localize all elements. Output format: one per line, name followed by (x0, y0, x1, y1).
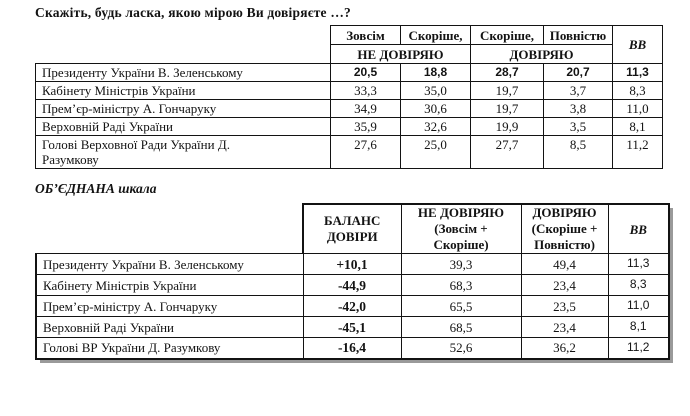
distrust-cell: 68,3 (400, 274, 522, 296)
empty-corner-cell (35, 25, 331, 64)
value-cell: 35,0 (400, 81, 471, 100)
vv-cell: 8,3 (612, 81, 663, 100)
trust-cell: 23,5 (520, 295, 609, 317)
header-cell-povnistyu: Повністю (543, 25, 613, 45)
vv-cell: 11,0 (612, 99, 663, 118)
value-cell: 20,7 (543, 63, 613, 82)
balance-cell: -42,0 (302, 295, 402, 317)
distrust-cell: 52,6 (400, 337, 522, 360)
table-row: Кабінету Міністрів України 33,3 35,0 19,… (35, 81, 663, 100)
table-row: Верховній Раді України 35,9 32,6 19,9 3,… (35, 117, 663, 136)
header-cell-trust: ДОВІРЯЮ (Скоріше + Повністю) (520, 203, 609, 254)
header-cell-skorishe-ne: Скоріше, (400, 25, 471, 45)
header-cell-balance: БАЛАНС ДОВІРИ (302, 203, 402, 254)
label-cell: Верховній Раді України (35, 117, 331, 136)
value-cell: 34,9 (330, 99, 401, 118)
label-cell: Прем’єр-міністру А. Гончаруку (35, 99, 331, 118)
value-cell: 8,5 (543, 135, 613, 169)
distrust-cell: 65,5 (400, 295, 522, 317)
value-cell: 32,6 (400, 117, 471, 136)
balance-cell: -45,1 (302, 316, 402, 338)
vv-cell: 11,2 (607, 337, 670, 360)
label-cell: Кабінету Міністрів України (35, 81, 331, 100)
header-cell-zovsim: Зовсім (330, 25, 401, 45)
trust-cell: 23,4 (520, 316, 609, 338)
value-cell: 33,3 (330, 81, 401, 100)
value-cell: 18,8 (400, 63, 471, 82)
label-cell: Кабінету Міністрів України (35, 274, 304, 296)
table-row: Кабінету Міністрів України -44,9 68,3 23… (35, 274, 670, 296)
table-row: Верховній Раді України -45,1 68,5 23,4 8… (35, 316, 670, 338)
trust-cell: 23,4 (520, 274, 609, 296)
vv-cell: 11,3 (612, 63, 663, 82)
value-cell: 3,7 (543, 81, 613, 100)
label-cell: Президенту України В. Зеленському (35, 63, 331, 82)
combined-scale-heading: ОБ’ЄДНАНА шкала (35, 181, 157, 196)
value-cell: 19,7 (470, 81, 544, 100)
value-cell: 30,6 (400, 99, 471, 118)
value-cell: 27,6 (330, 135, 401, 169)
balance-cell: +10,1 (302, 253, 402, 275)
value-cell: 28,7 (470, 63, 544, 82)
value-cell: 35,9 (330, 117, 401, 136)
value-cell: 20,5 (330, 63, 401, 82)
vv-cell: 11,3 (607, 253, 670, 275)
header-cell-skorishe-do: Скоріше, (470, 25, 544, 45)
combined-scale-table: БАЛАНС ДОВІРИ НЕ ДОВІРЯЮ (Зовсім + Скорі… (35, 203, 670, 360)
label-cell: Голові Верховної Ради України Д. Разумко… (35, 135, 331, 169)
value-cell: 3,5 (543, 117, 613, 136)
header-group-trust: ДОВІРЯЮ (470, 44, 613, 64)
balance-cell: -44,9 (302, 274, 402, 296)
header-group-distrust: НЕ ДОВІРЯЮ (330, 44, 471, 64)
trust-scale-table: Зовсім Скоріше, Скоріше, Повністю ВВ НЕ … (35, 25, 663, 169)
header-cell-vv: ВВ (612, 25, 663, 64)
page-title: Скажіть, будь ласка, якою мірою Ви довір… (35, 5, 351, 20)
label-cell: Голові ВР України Д. Разумкову (35, 337, 304, 360)
table-row: Голові ВР України Д. Разумкову -16,4 52,… (35, 337, 670, 360)
header-cell-vv: ВВ (607, 203, 670, 254)
table-row: Президенту України В. Зеленському +10,1 … (35, 253, 670, 275)
value-cell: 27,7 (470, 135, 544, 169)
label-cell: Прем’єр-міністру А. Гончаруку (35, 295, 304, 317)
vv-cell: 11,0 (607, 295, 670, 317)
table-row: Прем’єр-міністру А. Гончаруку 34,9 30,6 … (35, 99, 663, 118)
table-row: Прем’єр-міністру А. Гончаруку -42,0 65,5… (35, 295, 670, 317)
balance-cell: -16,4 (302, 337, 402, 360)
label-cell: Президенту України В. Зеленському (35, 253, 304, 275)
distrust-cell: 39,3 (400, 253, 522, 275)
value-cell: 3,8 (543, 99, 613, 118)
table-row: Голові Верховної Ради України Д. Разумко… (35, 135, 663, 169)
table-row: Президенту України В. Зеленському 20,5 1… (35, 63, 663, 82)
value-cell: 19,9 (470, 117, 544, 136)
vv-cell: 8,1 (612, 117, 663, 136)
vv-cell: 8,3 (607, 274, 670, 296)
trust-table-header-row-1: Зовсім Скоріше, Скоріше, Повністю ВВ (35, 25, 663, 64)
label-cell: Верховній Раді України (35, 316, 304, 338)
header-cell-distrust: НЕ ДОВІРЯЮ (Зовсім + Скоріше) (400, 203, 522, 254)
trust-cell: 36,2 (520, 337, 609, 360)
combined-table-header-row: БАЛАНС ДОВІРИ НЕ ДОВІРЯЮ (Зовсім + Скорі… (36, 203, 670, 254)
vv-cell: 8,1 (607, 316, 670, 338)
empty-corner-cell (36, 204, 303, 254)
value-cell: 25,0 (400, 135, 471, 169)
trust-cell: 49,4 (520, 253, 609, 275)
vv-cell: 11,2 (612, 135, 663, 169)
value-cell: 19,7 (470, 99, 544, 118)
trust-table-header-row-2: НЕ ДОВІРЯЮ ДОВІРЯЮ (36, 44, 663, 64)
distrust-cell: 68,5 (400, 316, 522, 338)
